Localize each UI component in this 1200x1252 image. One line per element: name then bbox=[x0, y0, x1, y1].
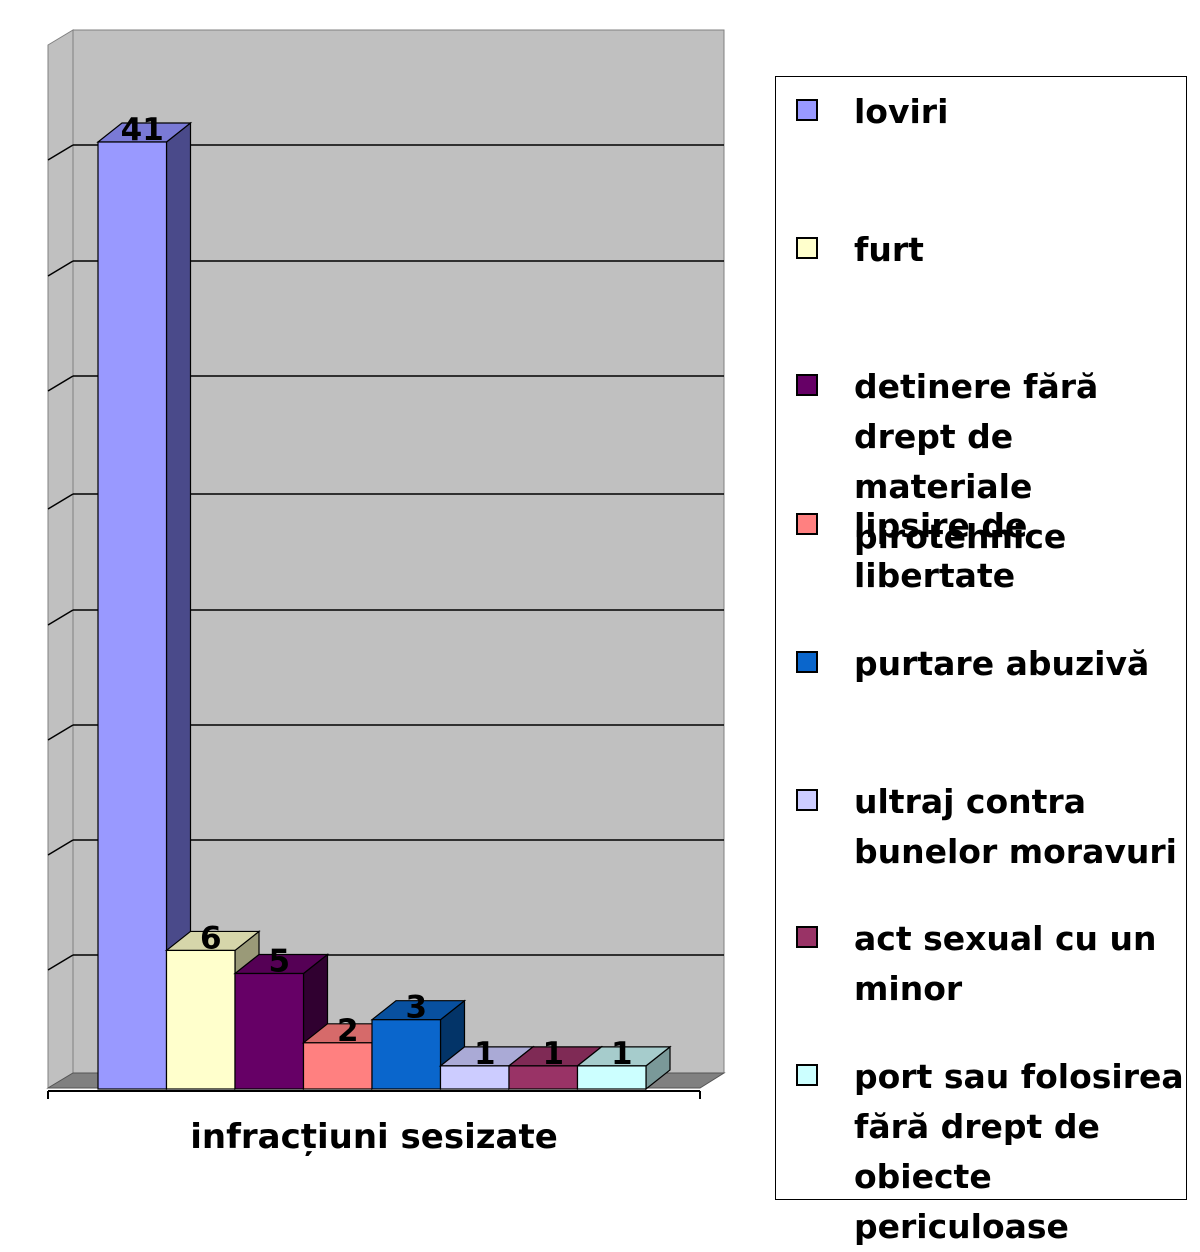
gridline-side bbox=[47, 375, 74, 392]
bar-front bbox=[302, 1042, 373, 1090]
data-label: 6 bbox=[200, 920, 222, 956]
bar bbox=[575, 1045, 672, 1091]
legend-label: port sau folosirea fără drept de obiecte… bbox=[854, 1057, 1184, 1246]
legend-label: act sexual cu un minor bbox=[854, 919, 1157, 1008]
plot-side-wall bbox=[47, 29, 74, 1089]
legend-label: furt bbox=[854, 230, 924, 269]
data-label: 5 bbox=[268, 944, 290, 980]
legend-swatch bbox=[796, 651, 818, 673]
gridline-side bbox=[47, 839, 74, 856]
data-label: 1 bbox=[542, 1036, 564, 1072]
legend-swatch bbox=[796, 99, 818, 121]
data-label: 1 bbox=[474, 1036, 496, 1072]
bar-front bbox=[576, 1065, 647, 1090]
gridline-side bbox=[47, 609, 74, 626]
gridline-side bbox=[47, 724, 74, 741]
chart: 41 6 5 2 3 1 1 1 infracțiuni sesizate bbox=[46, 29, 726, 1157]
bars: 41 6 5 2 3 1 1 1 bbox=[96, 112, 672, 1091]
legend-swatch bbox=[796, 237, 818, 259]
gridline-side bbox=[47, 260, 74, 277]
legend-swatch bbox=[796, 374, 818, 396]
data-label: 1 bbox=[611, 1036, 633, 1072]
legend-label: purtare abuzivă bbox=[854, 644, 1150, 683]
gridline-side bbox=[47, 954, 74, 971]
legend-swatch bbox=[796, 789, 818, 811]
gridline-side bbox=[47, 144, 74, 161]
data-label: 2 bbox=[337, 1013, 359, 1049]
legend-swatch bbox=[796, 1064, 818, 1086]
legend: loviri furt detinere fără drept de materia… bbox=[775, 76, 1187, 1246]
bar-front bbox=[97, 141, 168, 1090]
data-label: 41 bbox=[121, 112, 164, 148]
legend-label: ultraj contra bunelor moravuri bbox=[854, 782, 1177, 871]
x-axis-label: infracțiuni sesizate bbox=[190, 1117, 558, 1157]
bar-front bbox=[234, 972, 305, 1090]
bar-front bbox=[165, 949, 236, 1090]
legend-label: detinere fără drept de materiale piroteh… bbox=[854, 367, 1099, 556]
legend-swatch bbox=[796, 513, 818, 535]
legend-label: loviri bbox=[854, 92, 949, 131]
legend-label: lipsire de libertate bbox=[854, 506, 1028, 595]
legend-swatch bbox=[796, 926, 818, 948]
data-label: 3 bbox=[405, 990, 427, 1026]
gridline-side bbox=[47, 493, 74, 510]
bar-front bbox=[371, 1019, 442, 1090]
bar bbox=[96, 121, 193, 1091]
